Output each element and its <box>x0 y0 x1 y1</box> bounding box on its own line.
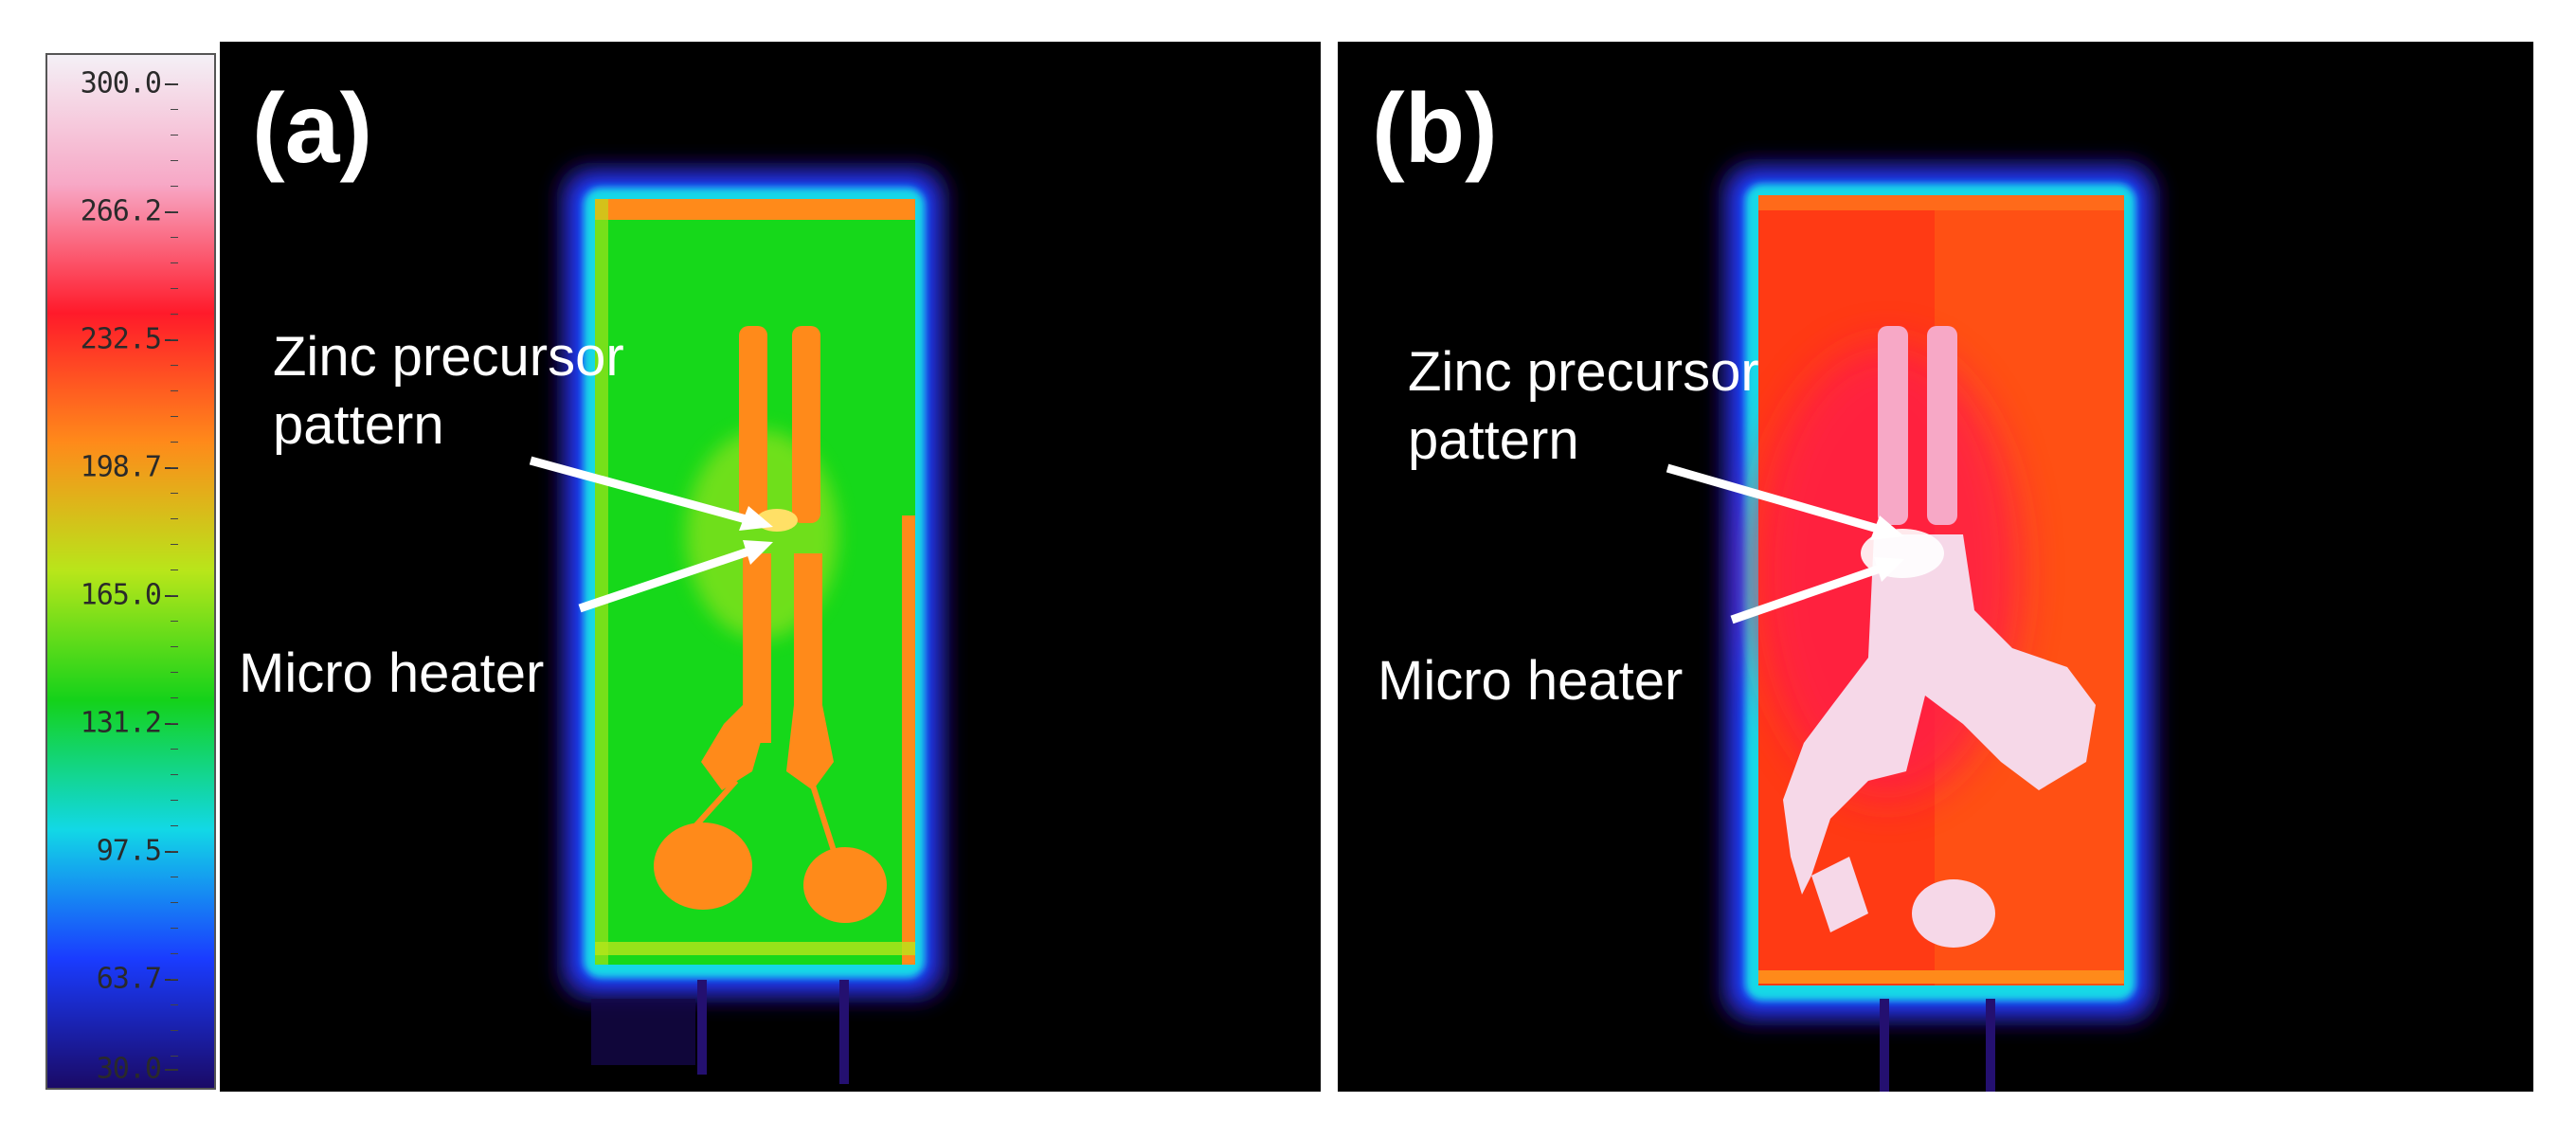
colorbar-tick <box>165 979 178 981</box>
temperature-colorbar: 300.0 266.2 232.5 198.7 165.0 131.2 97.5… <box>45 53 216 1090</box>
colorbar-tick <box>165 83 178 85</box>
colorbar-minor-tick <box>171 390 178 391</box>
thermal-image-b <box>1666 159 2160 1092</box>
colorbar-tick-label: 300.0 <box>80 66 162 100</box>
colorbar-minor-tick <box>171 595 178 596</box>
colorbar-tick-label: 131.2 <box>80 706 162 740</box>
panel-label-b: (b) <box>1372 74 1498 184</box>
colorbar-tick <box>165 1069 178 1071</box>
colorbar-tick-label: 232.5 <box>80 322 162 356</box>
colorbar-minor-tick <box>171 186 178 187</box>
colorbar-minor-tick <box>171 314 178 315</box>
annotation-zinc-precursor-line1: Zinc precursor <box>273 326 624 388</box>
annotation-zinc-precursor-line2: pattern <box>1408 409 1579 471</box>
colorbar-minor-tick <box>171 621 178 622</box>
thermal-image-panel-a: (a) Zinc precursor pattern Micro heater <box>220 42 1321 1092</box>
colorbar-minor-tick <box>171 825 178 826</box>
colorbar-tick <box>165 339 178 341</box>
colorbar-minor-tick <box>171 416 178 417</box>
annotation-zinc-precursor-line2: pattern <box>273 394 444 456</box>
colorbar-tick-label: 97.5 <box>96 834 162 868</box>
colorbar-minor-tick <box>171 672 178 673</box>
colorbar-minor-tick <box>171 288 178 289</box>
colorbar-minor-tick <box>171 339 178 340</box>
colorbar-minor-tick <box>171 365 178 366</box>
colorbar-minor-tick <box>171 697 178 698</box>
colorbar-tick-label: 165.0 <box>80 578 162 612</box>
panel-label-a: (a) <box>252 74 373 184</box>
colorbar-minor-tick <box>171 442 178 443</box>
annotation-zinc-precursor-line1: Zinc precursor <box>1408 341 1759 403</box>
colorbar-minor-tick <box>171 851 178 852</box>
colorbar-minor-tick <box>171 800 178 801</box>
colorbar-minor-tick <box>171 211 178 212</box>
colorbar-minor-tick <box>171 774 178 775</box>
thermal-image-panel-b: (b) Zinc precursor pattern Micro heater <box>1338 42 2533 1092</box>
colorbar-tick-label: 30.0 <box>96 1052 162 1086</box>
colorbar-minor-tick <box>171 749 178 750</box>
colorbar-minor-tick <box>171 953 178 954</box>
colorbar-minor-tick <box>171 1056 178 1057</box>
colorbar-minor-tick <box>171 262 178 263</box>
colorbar-tick <box>165 723 178 725</box>
colorbar-minor-tick <box>171 1004 178 1005</box>
colorbar-tick <box>165 467 178 469</box>
colorbar-minor-tick <box>171 160 178 161</box>
colorbar-tick-label: 63.7 <box>96 962 162 996</box>
colorbar-minor-tick <box>171 237 178 238</box>
colorbar-minor-tick <box>171 493 178 494</box>
colorbar-minor-tick <box>171 467 178 468</box>
colorbar-minor-tick <box>171 723 178 724</box>
colorbar-tick <box>165 851 178 853</box>
annotation-micro-heater: Micro heater <box>239 642 545 704</box>
colorbar-minor-tick <box>171 928 178 929</box>
colorbar-minor-tick <box>171 902 178 903</box>
thermal-image-a <box>529 163 949 1084</box>
colorbar-minor-tick <box>171 83 178 84</box>
colorbar-minor-tick <box>171 135 178 136</box>
colorbar-minor-tick <box>171 544 178 545</box>
colorbar-tick-label: 198.7 <box>80 450 162 484</box>
colorbar-minor-tick <box>171 109 178 110</box>
colorbar-minor-tick <box>171 518 178 519</box>
colorbar-minor-tick <box>171 979 178 980</box>
colorbar-gradient <box>47 55 214 1088</box>
annotation-micro-heater: Micro heater <box>1378 650 1684 712</box>
colorbar-minor-tick <box>171 1030 178 1031</box>
colorbar-minor-tick <box>171 646 178 647</box>
colorbar-tick-label: 266.2 <box>80 194 162 228</box>
colorbar-tick <box>165 595 178 597</box>
colorbar-tick <box>165 211 178 213</box>
